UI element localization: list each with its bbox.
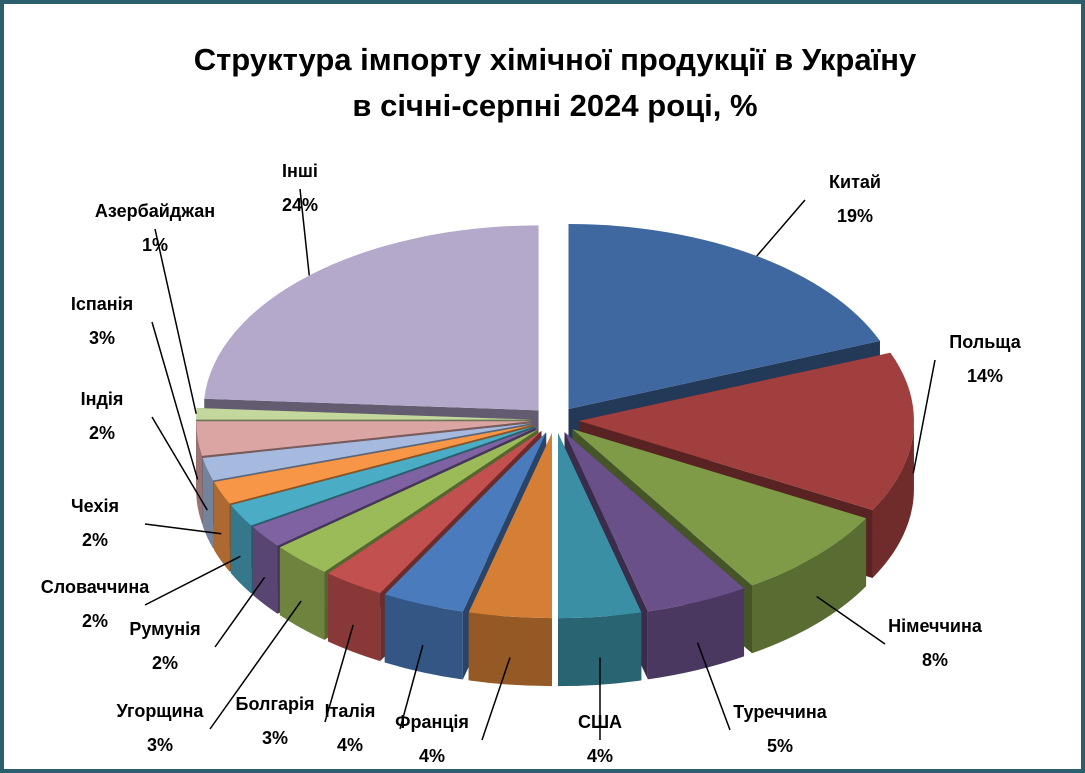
leader-line [324,624,354,723]
chart-title: Структура імпорту хімічної продукції в У… [194,42,917,77]
slice-value-label: 3% [147,735,173,755]
slice-value-label: 5% [767,736,793,756]
leader-line [756,199,806,257]
leader-line [696,642,731,731]
slice-top [204,225,539,411]
slice-value-label: 2% [152,653,178,673]
slice-top [568,224,880,410]
slice-value-label: 2% [82,530,108,550]
leader-line [209,600,302,730]
slice-value-label: 2% [82,611,108,631]
slice-label: Туреччина [733,702,827,722]
slice-label: Інші [282,161,318,181]
slice-value-label: 3% [89,328,115,348]
slice-wall [214,482,230,572]
slice-top [327,430,542,594]
slice-wall [647,588,745,680]
slice-top [468,433,552,619]
slice-wall [751,518,867,654]
slice-value-label: 14% [967,366,1003,386]
slice-label: Італія [325,701,376,721]
slice-top [564,432,745,612]
leader-line [299,188,310,276]
slice-wall [252,526,278,614]
slice-top [279,429,539,572]
slice-value-label: 4% [587,746,613,766]
slice-label: Угорщина [117,701,205,721]
slice-value-label: 1% [142,235,168,255]
leader-line [399,644,424,730]
slice-label: Китай [829,172,881,192]
slice-top [230,426,534,526]
slice-top [252,427,536,546]
slice-wall [468,612,552,687]
leader-line [151,416,208,511]
slice-wall [384,594,463,680]
slice-label: Польща [949,332,1021,352]
slice-value-label: 3% [262,728,288,748]
slice-label: Болгарія [236,694,315,714]
leader-line [912,359,936,474]
slice [468,433,552,687]
slice-wall [202,457,214,549]
slice-top [384,432,547,612]
leader-line [214,576,266,648]
slice-label: Азербайджан [95,201,215,221]
slice-top [196,407,532,420]
slice-value-label: 24% [282,195,318,215]
slice-label: Словаччина [41,577,150,597]
leader-line [144,523,222,535]
slice-value-label: 4% [419,746,445,766]
slice-wall [230,505,252,594]
slice-label: Румунія [129,619,200,639]
slice-value-label: 19% [837,206,873,226]
slice-top [578,352,914,510]
slice-label: Індія [81,389,124,409]
leader-line [151,321,199,480]
leader-line [154,228,197,414]
slice-label: Іспанія [71,294,133,314]
slice-wall [279,547,325,640]
slice-label: Німеччина [888,616,983,636]
leader-line [481,657,511,741]
slice-wall [872,420,914,578]
slice-wall [327,573,381,662]
slice-top [558,433,642,619]
slice-value-label: 8% [922,650,948,670]
slice-label: Франція [395,712,469,732]
slice-top [202,423,532,481]
slice-top [214,424,533,504]
slice-top [196,421,532,456]
chart-title: в січні-серпні 2024 році, % [352,88,757,123]
leader-line [816,595,886,645]
slice [558,433,642,687]
slice-value-label: 4% [337,735,363,755]
leader-line [144,555,241,606]
slice-label: Чехія [71,496,119,516]
slice-label: США [578,712,622,732]
slice-top [572,429,867,586]
slice-wall [558,612,642,687]
slice-value-label: 2% [89,423,115,443]
